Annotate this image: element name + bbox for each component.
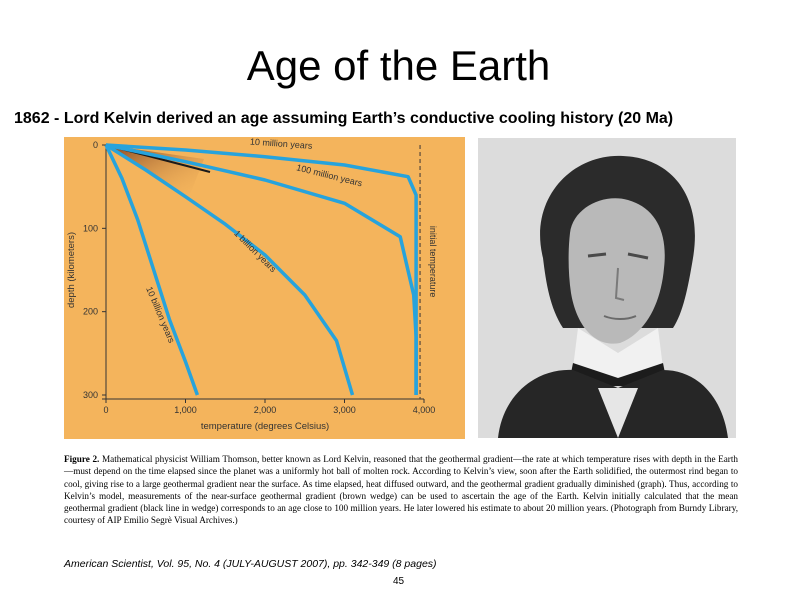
geothermal-gradient-wedge xyxy=(106,145,204,197)
curve-series-4 xyxy=(104,144,200,396)
x-tick-label: 4,000 xyxy=(413,405,436,415)
y-axis-title: depth (kilometers) xyxy=(66,232,77,308)
x-tick-label: 3,000 xyxy=(333,405,356,415)
chart-background xyxy=(64,137,465,439)
caption-label: Figure 2. xyxy=(64,454,100,464)
geotherm-chart: 0 100 200 300 0 1,000 2,000 3,000 4,000 temperatu… xyxy=(64,137,465,439)
slide-title: Age of the Earth xyxy=(246,42,551,89)
initial-temperature-label: initial temperature xyxy=(428,226,438,298)
caption-text: Mathematical physicist William Thomson, … xyxy=(64,454,739,526)
x-tick-label: 0 xyxy=(103,405,108,415)
kelvin-portrait xyxy=(478,138,736,438)
figure-caption: Figure 2. Mathematical physicist William… xyxy=(64,453,738,527)
x-axis-title: temperature (degrees Celsius) xyxy=(201,421,329,432)
citation: American Scientist, Vol. 95, No. 4 (JULY… xyxy=(64,558,437,570)
y-tick-label: 300 xyxy=(83,390,98,400)
curve-series-1 xyxy=(105,143,418,395)
y-tick-label: 100 xyxy=(83,223,98,233)
slide-subtitle: 1862 - Lord Kelvin derived an age assumi… xyxy=(14,110,674,127)
curve-series-2 xyxy=(105,143,418,395)
page-number: 45 xyxy=(392,576,405,587)
curve-label-1: 10 million years xyxy=(250,137,314,151)
x-tick-label: 1,000 xyxy=(174,405,197,415)
curve-series-3 xyxy=(105,143,355,396)
y-tick-label: 200 xyxy=(83,307,98,317)
x-tick-label: 2,000 xyxy=(254,405,277,415)
y-tick-label: 0 xyxy=(93,140,98,150)
